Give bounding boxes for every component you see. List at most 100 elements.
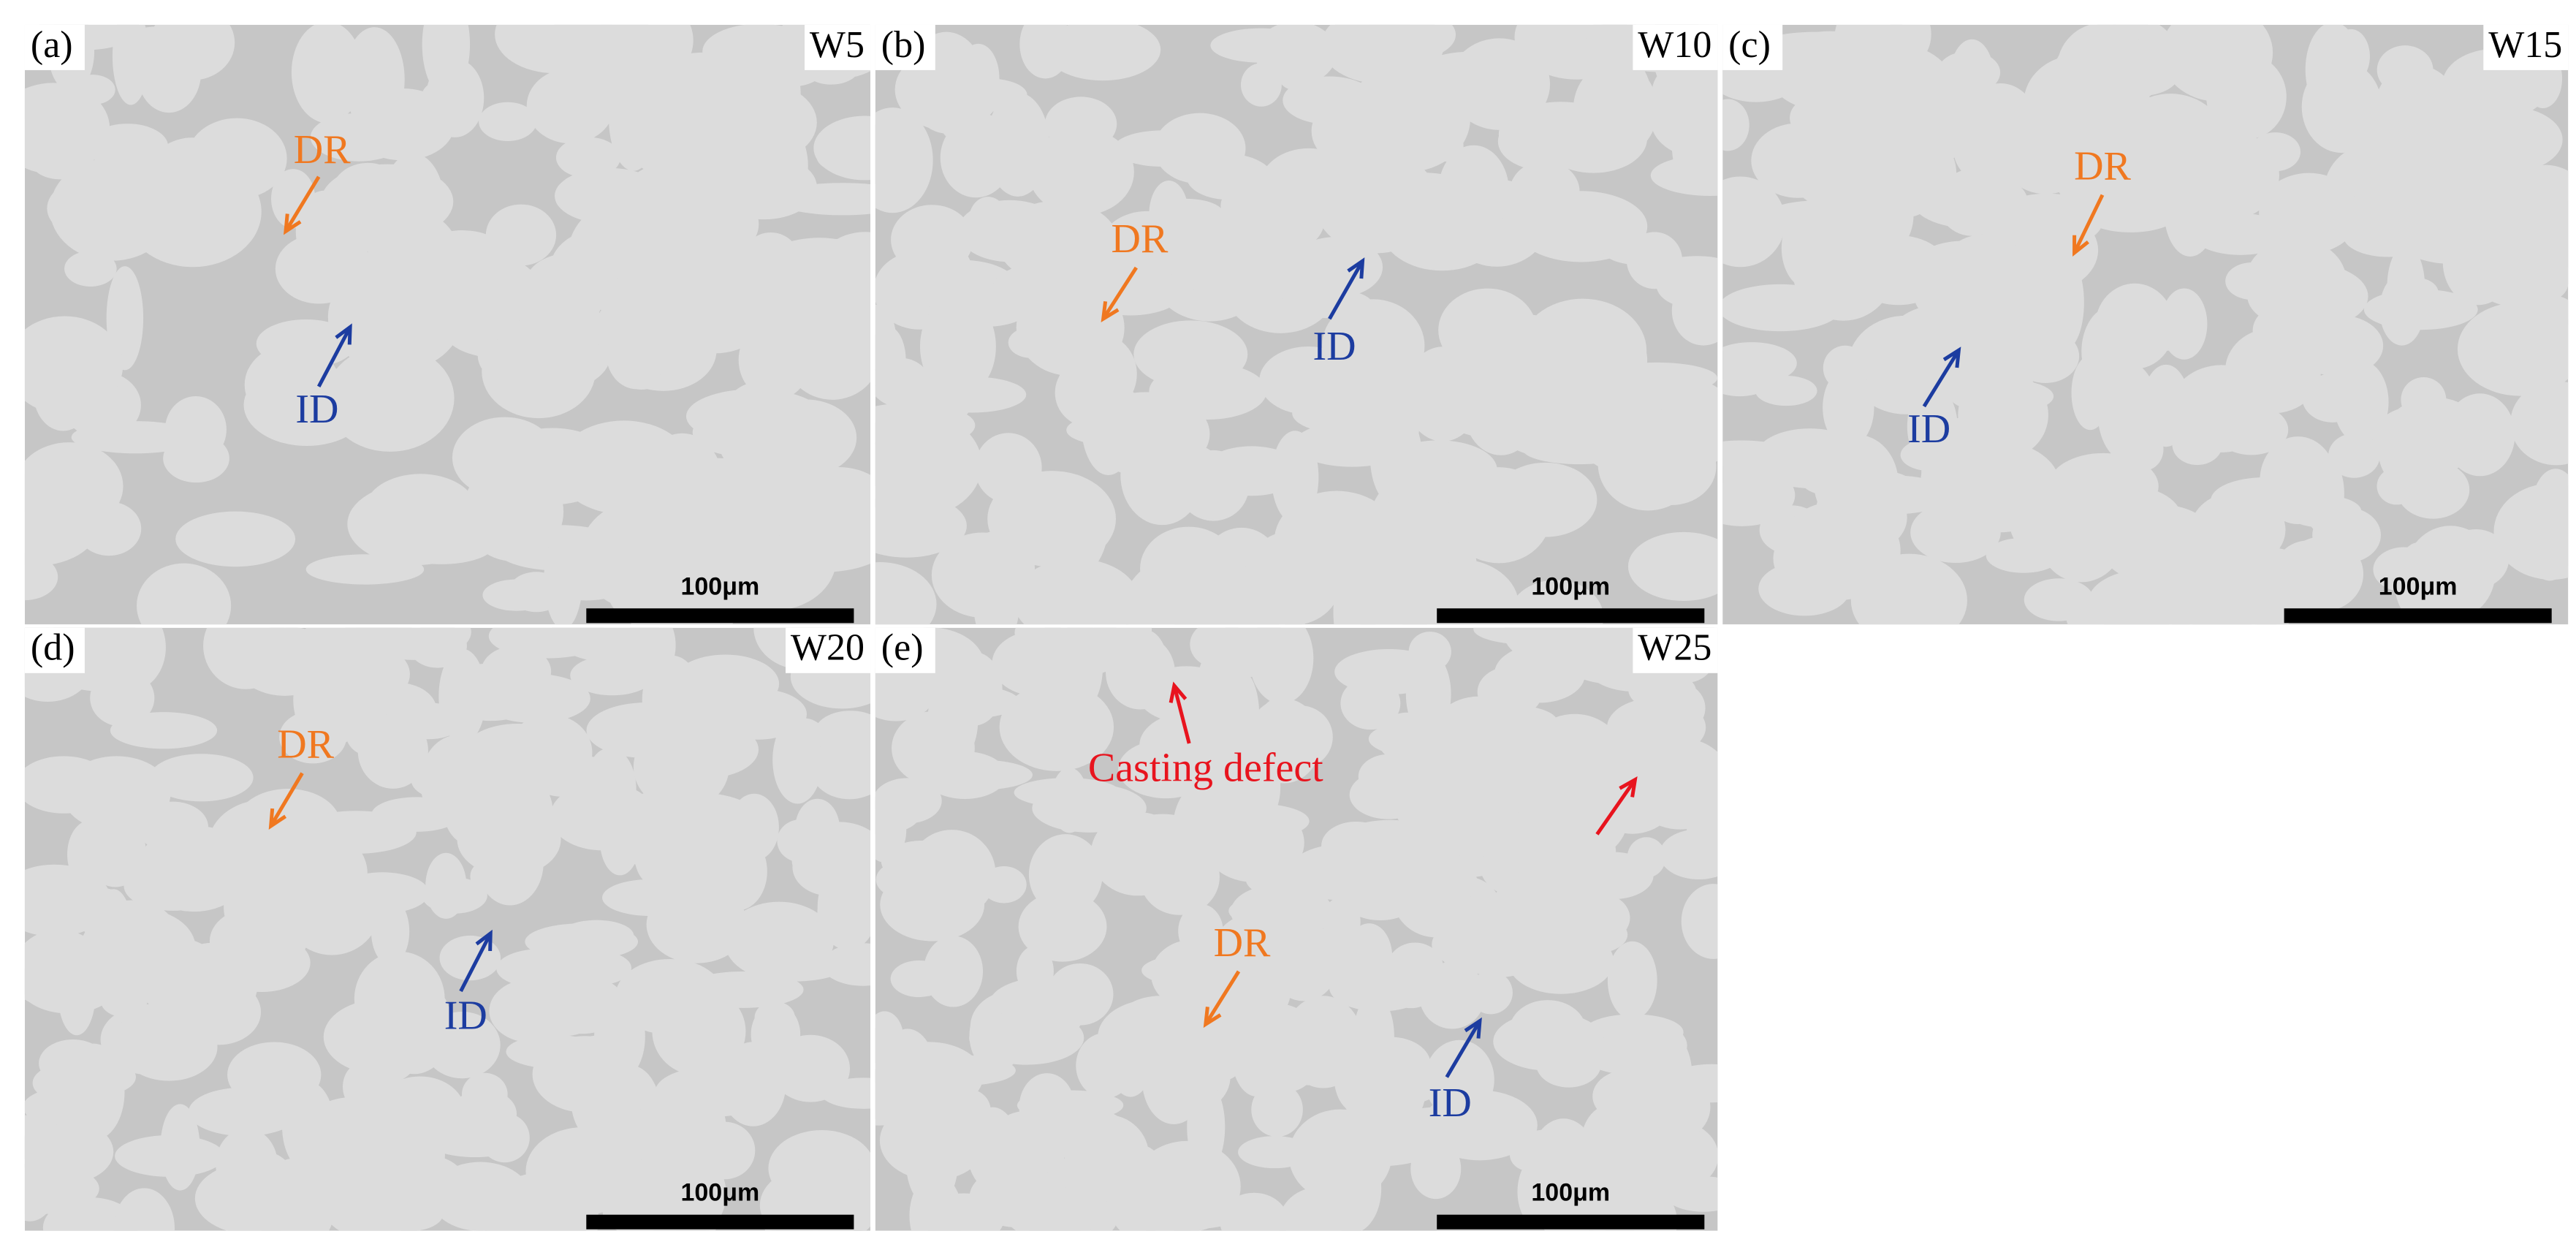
dendrite bbox=[1915, 269, 2036, 328]
dendrite bbox=[1030, 575, 1076, 622]
panel-label: (b) bbox=[881, 24, 926, 66]
dendrite bbox=[168, 996, 254, 1030]
dendrite bbox=[571, 1051, 646, 1148]
dendrite bbox=[992, 474, 1103, 535]
annotation: ID bbox=[1313, 324, 1356, 369]
dendrite bbox=[821, 943, 871, 986]
arrow-head bbox=[268, 808, 287, 830]
dendrite bbox=[50, 1057, 136, 1097]
dendrite bbox=[517, 349, 599, 381]
dendrite bbox=[602, 879, 698, 916]
arrow-head bbox=[1203, 1007, 1222, 1029]
label-bg bbox=[24, 627, 85, 673]
dendrite bbox=[2333, 360, 2389, 444]
dendrite bbox=[973, 557, 1020, 625]
dendrite bbox=[944, 651, 1003, 726]
dendrite bbox=[1439, 909, 1509, 939]
dendrite bbox=[1333, 565, 1377, 625]
dendrite bbox=[1839, 475, 1950, 515]
dendrite bbox=[1424, 1039, 1494, 1120]
dendrite bbox=[1480, 833, 1584, 901]
dendrite bbox=[990, 264, 1083, 324]
dendrite bbox=[1018, 891, 1107, 962]
micrograph bbox=[875, 24, 1718, 625]
dendrite bbox=[151, 137, 234, 202]
dendrite bbox=[1781, 207, 1837, 289]
dendrite bbox=[80, 908, 196, 988]
dendrite bbox=[875, 107, 933, 213]
dendrite bbox=[164, 396, 227, 463]
dendrite bbox=[1438, 145, 1509, 238]
dendrite bbox=[1438, 288, 1537, 372]
dendrite bbox=[2289, 560, 2352, 596]
dendrite bbox=[1574, 852, 1654, 899]
dendrite bbox=[1722, 349, 1779, 397]
dendrite bbox=[124, 860, 222, 911]
annotation: Casting defect bbox=[1088, 745, 1323, 790]
dendrite bbox=[919, 295, 996, 398]
dendrite bbox=[284, 863, 380, 955]
arrow-shaft bbox=[1445, 1020, 1482, 1078]
dendrite bbox=[1449, 704, 1557, 738]
dendrite bbox=[744, 913, 807, 972]
dendrite bbox=[1722, 99, 1749, 151]
arrow-head bbox=[475, 929, 493, 951]
dendrite bbox=[347, 482, 485, 566]
dendrite bbox=[1120, 425, 1204, 526]
dendrite bbox=[2012, 329, 2080, 383]
dendrite bbox=[792, 838, 867, 896]
dendrite bbox=[1231, 884, 1334, 940]
dendrite bbox=[570, 655, 655, 696]
dendrite bbox=[1624, 1070, 1711, 1143]
panel: (b) W10 100μm DR ID bbox=[875, 24, 1718, 625]
dendrite bbox=[1283, 996, 1364, 1088]
dendrite bbox=[1419, 961, 1486, 1029]
dendrite bbox=[24, 1115, 63, 1159]
annotation: DR bbox=[277, 722, 334, 768]
dendrite bbox=[24, 316, 124, 414]
arrow-head bbox=[1942, 346, 1961, 368]
dendrite bbox=[2182, 555, 2298, 625]
dendrite bbox=[1335, 24, 1410, 57]
dendrite bbox=[137, 563, 232, 625]
dendrite bbox=[488, 428, 617, 505]
dendrite bbox=[1595, 362, 1718, 394]
dendrite bbox=[1311, 88, 1434, 174]
dendrite bbox=[1120, 814, 1205, 857]
dendrite bbox=[1494, 645, 1586, 703]
dendrite bbox=[1354, 1044, 1426, 1133]
dendrite bbox=[1493, 462, 1597, 537]
dendrite bbox=[271, 169, 316, 229]
dendrite bbox=[100, 982, 148, 1018]
dendrite bbox=[1057, 627, 1103, 712]
dendrite bbox=[209, 906, 307, 976]
dendrite bbox=[615, 958, 725, 1035]
dendrite bbox=[2376, 45, 2433, 95]
arrow-shaft bbox=[316, 326, 352, 388]
dendrite bbox=[555, 137, 621, 178]
dendrite bbox=[1220, 179, 1303, 232]
dendrite bbox=[1251, 1082, 1303, 1137]
annotation: DR bbox=[1214, 920, 1271, 966]
sample-bg bbox=[2483, 24, 2569, 70]
dendrite bbox=[1681, 884, 1718, 959]
dendrite bbox=[1573, 61, 1658, 157]
dendrite bbox=[175, 511, 296, 567]
arrow-shaft bbox=[1595, 779, 1637, 836]
dendrite bbox=[1203, 803, 1304, 882]
dendrite bbox=[596, 290, 696, 376]
dendrite bbox=[1823, 367, 1874, 447]
dendrite bbox=[986, 92, 1049, 197]
micrograph bbox=[1722, 24, 2569, 625]
dendrite bbox=[421, 80, 465, 116]
dendrite bbox=[1626, 232, 1683, 289]
panel: (e) W25 100μm Casting defect DR ID bbox=[875, 627, 1718, 1231]
label-bg bbox=[875, 627, 935, 673]
dendrite bbox=[968, 197, 1008, 243]
scale-bar-label: 100μm bbox=[680, 1179, 759, 1207]
dendrite bbox=[2510, 381, 2569, 466]
sample-bg bbox=[1633, 24, 1718, 70]
dendrite bbox=[447, 733, 534, 830]
